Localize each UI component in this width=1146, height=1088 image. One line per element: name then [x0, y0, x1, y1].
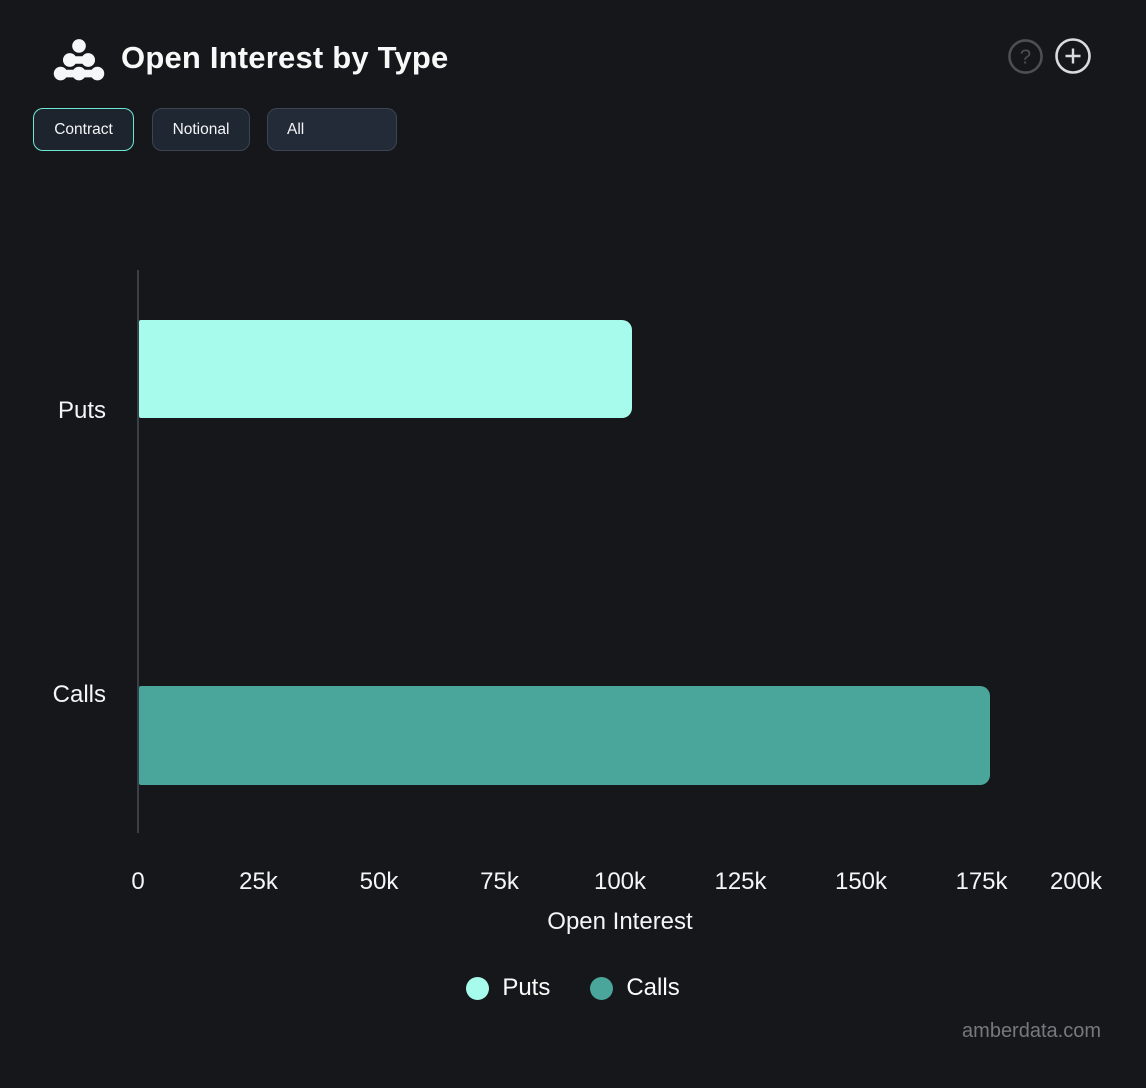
legend-label: Calls	[626, 974, 680, 1001]
x-tick-label: 150k	[834, 868, 888, 895]
x-tick-label: 100k	[593, 868, 647, 895]
legend-label: Puts	[502, 974, 551, 1001]
svg-text:?: ?	[1020, 45, 1031, 68]
y-axis-label-puts: Puts	[57, 397, 106, 424]
legend: Puts Calls	[0, 974, 1146, 1002]
x-axis-title: Open Interest	[547, 908, 693, 935]
toggle-contract[interactable]: Contract	[33, 108, 134, 151]
x-tick-label: 75k	[480, 868, 519, 895]
page-title: Open Interest by Type	[121, 40, 449, 75]
legend-swatch	[590, 976, 614, 1000]
legend-swatch	[466, 976, 490, 1000]
watermark: amberdata.com	[962, 1020, 1101, 1042]
question-mark-icon: ?	[1007, 39, 1044, 78]
chart-bar-calls[interactable]	[139, 686, 990, 785]
x-tick-label: 200k	[1049, 868, 1102, 895]
legend-item-puts[interactable]: Puts	[466, 974, 550, 1002]
help-button[interactable]: ?	[1007, 38, 1044, 75]
add-button[interactable]	[1054, 37, 1092, 75]
x-tick-label: 25k	[239, 868, 278, 895]
filter-select[interactable]: All	[267, 108, 397, 151]
x-tick-label: 125k	[714, 868, 767, 895]
x-tick-label: 175k	[955, 868, 1008, 895]
chart-bar-puts[interactable]	[139, 320, 632, 418]
cluster-icon	[53, 38, 105, 82]
x-tick-label: 0	[131, 868, 145, 895]
y-axis-line	[137, 270, 139, 833]
toggle-notional[interactable]: Notional	[152, 108, 250, 151]
y-axis-label-calls: Calls	[52, 681, 106, 708]
legend-item-calls[interactable]: Calls	[590, 974, 680, 1002]
x-axis-ticks: 0 25k 50k 75k 100k 125k 150k 175k 200k	[0, 868, 1146, 898]
plus-icon	[1054, 38, 1092, 78]
x-tick-label: 50k	[359, 868, 399, 895]
